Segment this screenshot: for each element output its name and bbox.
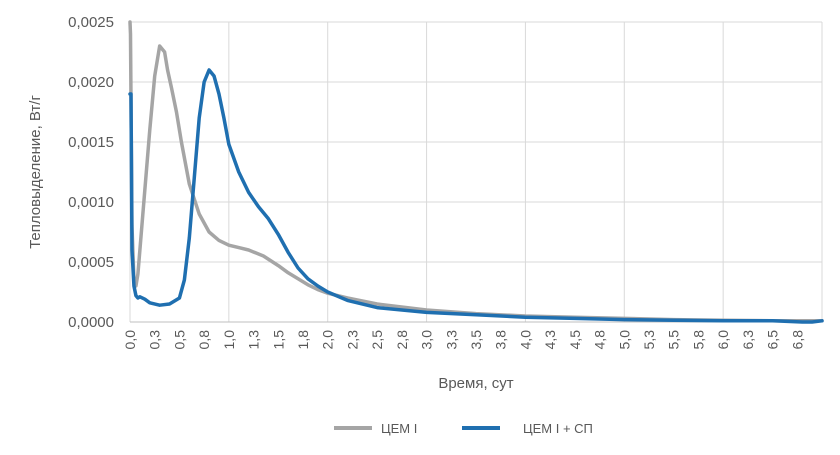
x-tick-label: 0,3 xyxy=(147,330,163,350)
x-tick-label: 4,0 xyxy=(517,330,533,350)
y-tick-label: 0,0015 xyxy=(68,134,114,151)
legend-label-series-1: ЦЕМ I xyxy=(381,421,417,436)
y-tick-label: 0,0000 xyxy=(68,314,114,331)
x-tick-label: 5,5 xyxy=(666,330,682,350)
x-tick-label: 1,0 xyxy=(221,330,237,350)
series-line-1 xyxy=(128,20,824,323)
x-tick-label: 4,3 xyxy=(542,330,558,350)
x-tick-label: 4,5 xyxy=(567,330,583,350)
y-tick-labels: 0,0000 0,0005 0,0010 0,0015 0,0020 0,0025 xyxy=(68,14,114,331)
x-tick-label: 1,5 xyxy=(270,330,286,350)
x-tick-label: 4,8 xyxy=(592,330,608,350)
x-tick-label: 2,8 xyxy=(394,330,410,350)
y-tick-label: 0,0020 xyxy=(68,74,114,91)
series-line-2 xyxy=(128,68,824,324)
x-tick-label: 5,8 xyxy=(690,330,706,350)
x-tick-label: 6,0 xyxy=(715,330,731,350)
x-tick-label: 3,5 xyxy=(468,330,484,350)
legend-label-series-2: ЦЕМ I + СП xyxy=(523,421,593,436)
x-tick-label: 3,3 xyxy=(443,330,459,350)
y-tick-label: 0,0005 xyxy=(68,254,114,271)
y-tick-label: 0,0010 xyxy=(68,194,114,211)
x-tick-label: 3,0 xyxy=(419,330,435,350)
grid-lines xyxy=(129,21,823,323)
x-tick-label: 1,3 xyxy=(246,330,262,350)
x-tick-label: 0,0 xyxy=(122,330,138,350)
y-tick-label: 0,0025 xyxy=(68,14,114,31)
x-tick-label: 5,3 xyxy=(641,330,657,350)
x-tick-label: 2,5 xyxy=(369,330,385,350)
x-tick-label: 0,5 xyxy=(171,330,187,350)
x-tick-labels: 0,0 0,3 0,5 0,8 1,0 1,3 1,5 1,8 2,0 2,3 2,5 2,8 3,0 3… xyxy=(122,330,805,350)
x-tick-label: 6,3 xyxy=(740,330,756,350)
x-tick-label: 3,8 xyxy=(493,330,509,350)
x-tick-label: 2,3 xyxy=(344,330,360,350)
y-axis-label: Тепловыделение, Вт/г xyxy=(27,95,44,249)
x-tick-label: 2,0 xyxy=(320,330,336,350)
x-axis-label: Время, сут xyxy=(438,375,513,392)
x-tick-label: 6,5 xyxy=(765,330,781,350)
legend: ЦЕМ I ЦЕМ I + СП xyxy=(334,421,593,436)
x-tick-label: 0,8 xyxy=(196,330,212,350)
x-tick-label: 5,0 xyxy=(616,330,632,350)
x-tick-label: 6,8 xyxy=(789,330,805,350)
x-tick-label: 1,8 xyxy=(295,330,311,350)
series-lines xyxy=(128,20,824,324)
